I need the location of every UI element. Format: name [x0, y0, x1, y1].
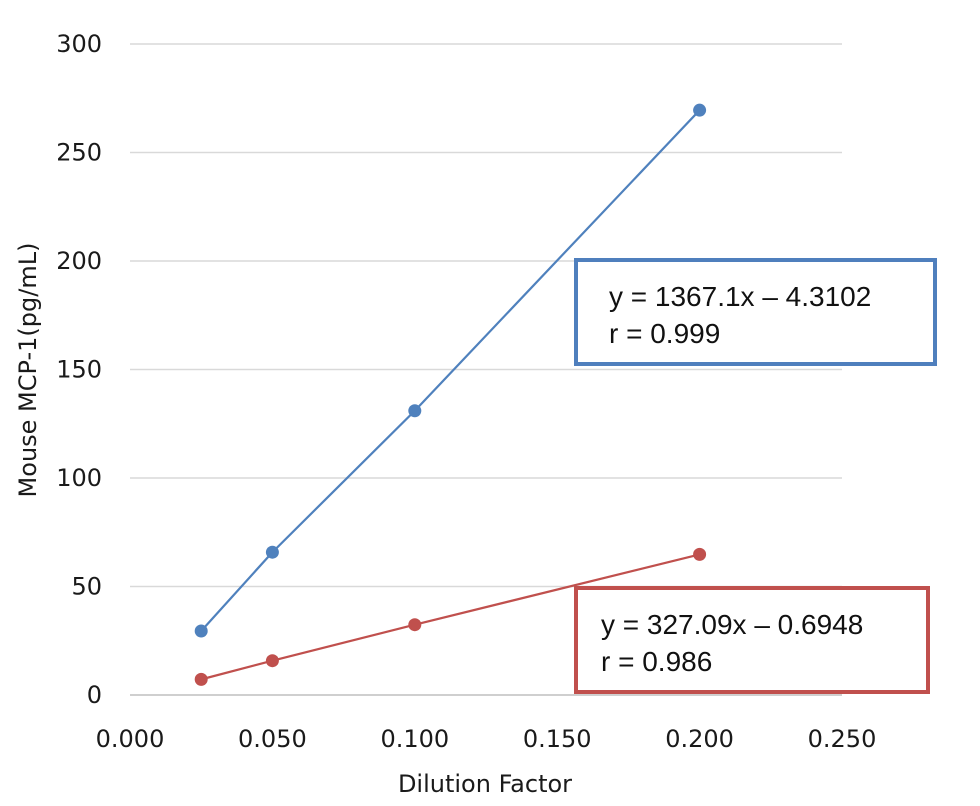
series-1-point	[194, 624, 208, 638]
y-axis-title: Mouse MCP-1(pg/mL)	[14, 243, 42, 498]
series-layer	[194, 103, 707, 686]
y-tick-label: 300	[56, 30, 102, 58]
series-1-point	[408, 404, 422, 418]
x-tick-label: 0.250	[808, 725, 877, 753]
y-tick-label: 100	[56, 464, 102, 492]
x-tick-label: 0.150	[523, 725, 592, 753]
series-2-line	[200, 553, 700, 681]
x-tick-label: 0.100	[380, 725, 449, 753]
regression-equation: y = 327.09x – 0.6948	[601, 609, 864, 640]
y-tick-label: 250	[56, 139, 102, 167]
regression-equation: y = 1367.1x – 4.3102	[609, 281, 872, 312]
correlation-coefficient: r = 0.999	[609, 318, 721, 349]
tick-labels: 0 50 100 150 200 250 300 0.000 0.050 0.100 0.150 0.…	[56, 30, 876, 753]
series-2-point	[693, 547, 707, 561]
series-1-line	[200, 109, 701, 632]
x-axis-title: Dilution Factor	[398, 770, 572, 798]
series-2-point	[408, 618, 422, 632]
regression-annotation-series-1: y = 1367.1x – 4.3102 r = 0.999	[574, 258, 937, 366]
series-1-point	[265, 545, 279, 559]
regression-annotation-series-2: y = 327.09x – 0.6948 r = 0.986	[574, 586, 930, 694]
series-1-point	[693, 103, 707, 117]
y-tick-label: 50	[71, 573, 102, 601]
x-tick-label: 0.050	[238, 725, 307, 753]
x-tick-label: 0.000	[96, 725, 165, 753]
y-tick-label: 0	[87, 681, 102, 709]
series-2-point	[265, 654, 279, 668]
correlation-coefficient: r = 0.986	[601, 646, 713, 677]
x-tick-label: 0.200	[665, 725, 734, 753]
y-tick-label: 150	[56, 356, 102, 384]
y-tick-label: 200	[56, 247, 102, 275]
series-2-point	[194, 672, 208, 686]
